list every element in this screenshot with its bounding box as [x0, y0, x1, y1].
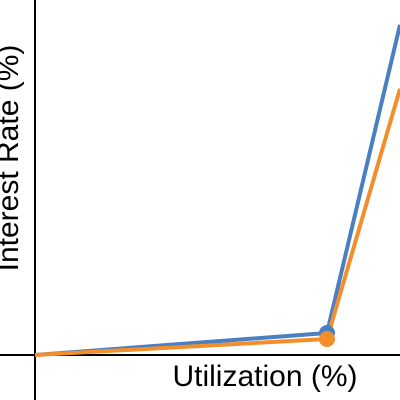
x-axis-label: Utilization (%): [172, 360, 357, 393]
kink-marker: [319, 331, 335, 348]
y-axis-label: Interest Rate (%): [0, 45, 25, 272]
line: [34, 88, 400, 357]
line: [34, 24, 400, 357]
